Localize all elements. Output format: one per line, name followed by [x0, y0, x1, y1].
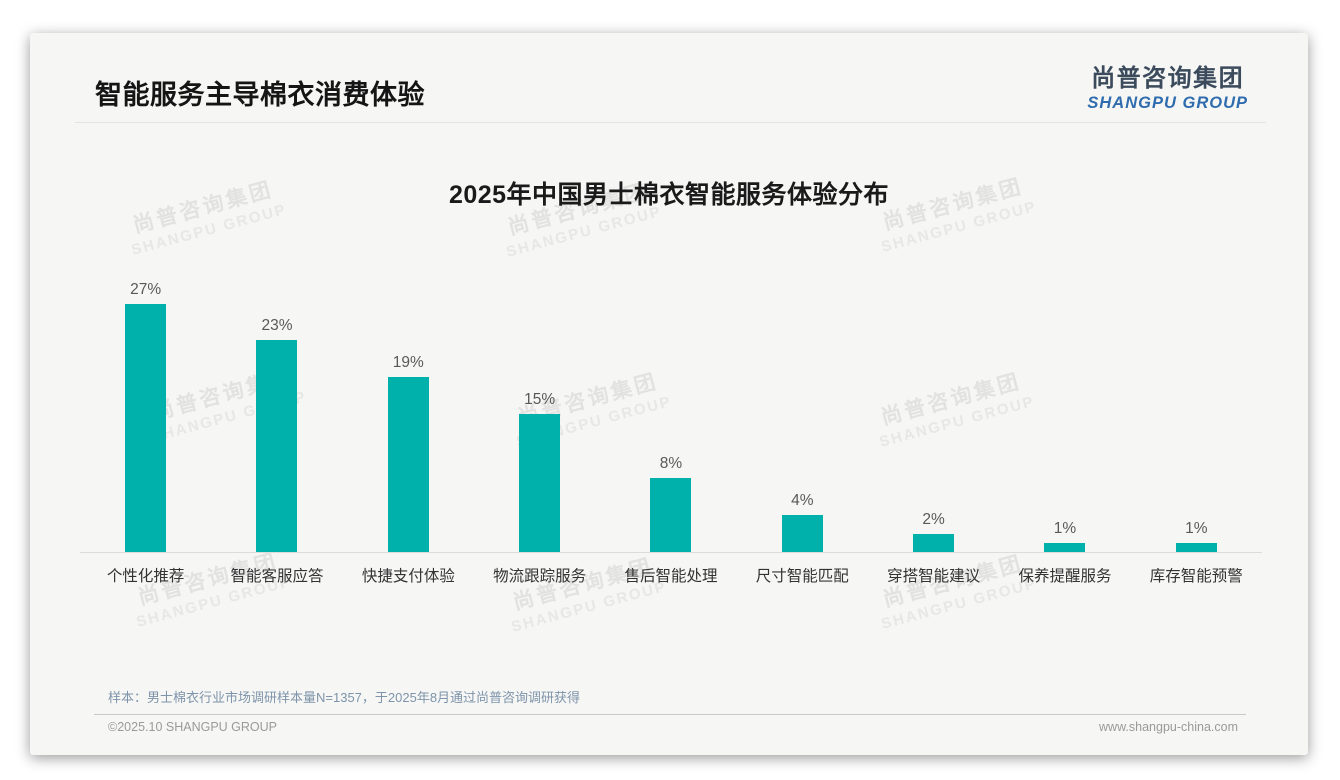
report-slide: 尚普咨询集团 SHANGPU GROUP 尚普咨询集团 SHANGPU GROUP 尚普… — [30, 33, 1308, 755]
bar-value-label: 19% — [392, 354, 424, 371]
watermark: 尚普咨询集团 SHANGPU GROUP — [127, 543, 294, 631]
sample-note: 样本：男士棉衣行业市场调研样本量N=1357，于2025年8月通过尚普咨询调研获… — [108, 690, 581, 705]
bar — [387, 377, 429, 552]
bar-value-label: 1% — [1185, 520, 1208, 537]
header-divider — [75, 122, 1266, 123]
bar-category-label: 售后智能处理 — [624, 568, 718, 585]
bar — [1044, 543, 1086, 552]
bar-category-label: 库存智能预警 — [1149, 568, 1243, 585]
bar — [125, 304, 167, 552]
bar — [781, 515, 823, 552]
bar-value-label: 2% — [922, 511, 945, 528]
website-url: www.shangpu-china.com — [1099, 720, 1238, 734]
bar-value-label: 23% — [261, 317, 293, 334]
watermark: 尚普咨询集团 SHANGPU GROUP — [872, 545, 1039, 633]
footer: ©2025.10 SHANGPU GROUP www.shangpu-china… — [108, 720, 1238, 734]
bar-category-label: 物流跟踪服务 — [493, 568, 587, 585]
bar-column: 1% — [999, 520, 1130, 552]
bar-value-label: 15% — [524, 391, 556, 408]
chart-title: 2025年中国男士棉衣智能服务体验分布 — [448, 181, 890, 209]
copyright-text: ©2025.10 SHANGPU GROUP — [108, 720, 277, 734]
bar-value-label: 8% — [659, 455, 683, 472]
bar — [519, 414, 561, 552]
bar-column: 1% — [1131, 520, 1262, 552]
bar-category-label: 保养提醒服务 — [1018, 568, 1112, 585]
bar-category-label: 智能客服应答 — [230, 568, 324, 585]
bar — [913, 534, 955, 552]
logo-chinese-text: 尚普咨询集团 — [1091, 65, 1245, 92]
bar-column: 2% — [868, 511, 999, 552]
shangpu-logo: 尚普咨询集团 SHANGPU GROUP — [1087, 58, 1248, 113]
watermark-english-text: SHANGPU GROUP — [509, 578, 669, 636]
bar-value-label: 27% — [130, 281, 162, 298]
bar — [1175, 543, 1217, 552]
footer-divider — [94, 714, 1246, 715]
bar-category-label: 穿搭智能建议 — [887, 568, 981, 585]
bar-column: 8% — [605, 455, 736, 552]
bar-category-label: 快捷支付体验 — [361, 568, 455, 585]
bar-value-label: 4% — [791, 492, 814, 509]
bar-chart: 27% 23% 19% 15% 8% 4% 2% 1% 1% — [80, 276, 1262, 553]
bar-column: 4% — [737, 492, 868, 552]
bar-category-label: 个性化推荐 — [106, 568, 185, 585]
watermark-english-text: SHANGPU GROUP — [504, 203, 664, 261]
logo-english-text: SHANGPU GROUP — [1087, 94, 1248, 112]
bar — [256, 340, 298, 552]
bar-column: 19% — [343, 354, 474, 552]
bar-category-label: 尺寸智能匹配 — [755, 568, 849, 585]
bar-column: 23% — [211, 317, 342, 552]
bar — [650, 478, 692, 552]
bar-value-label: 1% — [1053, 520, 1077, 537]
bar-column: 15% — [474, 391, 605, 552]
page-title: 智能服务主导棉衣消费体验 — [95, 80, 425, 110]
category-labels: 个性化推荐 智能客服应答 快捷支付体验 物流跟踪服务 售后智能处理 尺寸智能匹配 穿搭智能建… — [80, 564, 1262, 586]
bar-column: 27% — [80, 281, 211, 552]
watermark: 尚普咨询集团 SHANGPU GROUP — [502, 548, 669, 636]
